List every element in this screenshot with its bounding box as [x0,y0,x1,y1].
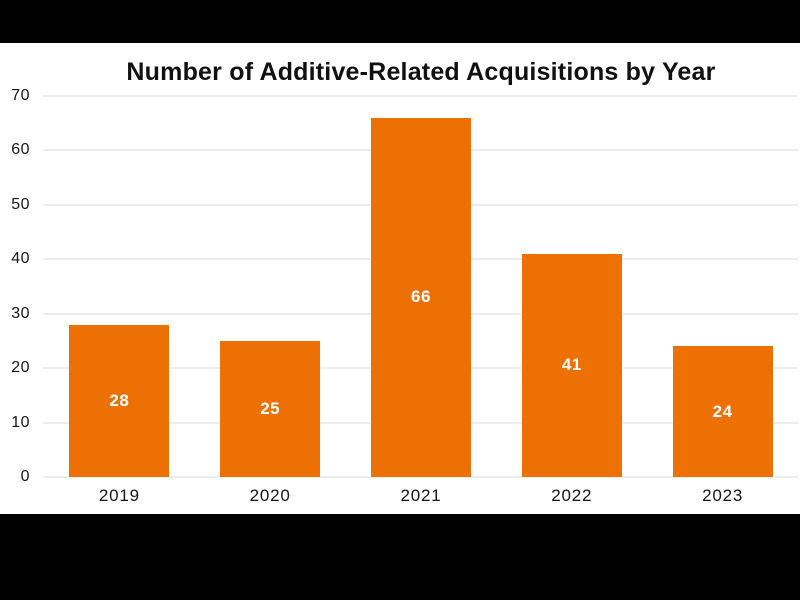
bar-value-label-2019: 28 [109,390,130,410]
y-tick-label-30: 30 [11,304,30,322]
x-tick-label-2021: 2021 [400,486,442,505]
bar-value-label-2020: 25 [260,398,281,418]
chart-title: Number of Additive-Related Acquisitions … [126,58,716,86]
bar-2021: 66 [371,117,471,477]
x-tick-label-2022: 2022 [551,486,593,505]
y-tick-label-50: 50 [11,195,30,213]
y-tick-label-20: 20 [11,359,30,377]
gridline-y-0 [43,476,798,478]
bar-2019: 28 [69,324,170,477]
y-tick-label-10: 10 [11,413,30,431]
bar-value-label-2023: 24 [712,401,733,421]
x-tick-label-2023: 2023 [702,486,744,505]
y-tick-label-0: 0 [20,468,30,485]
x-tick-label-2019: 2019 [98,486,140,505]
bar-2020: 25 [220,340,321,477]
y-tick-label-40: 40 [11,250,30,268]
letterbox-top [0,0,800,43]
bar-value-label-2021: 66 [411,287,431,307]
chart-canvas: Number of Additive-Related Acquisitions … [0,43,800,514]
y-tick-label-60: 60 [11,141,30,159]
letterbox-bottom [0,514,800,600]
gridline-y-70 [43,95,798,97]
plot-area: 0 10 20 30 40 50 60 70 28 2019 25 2020 66 2021 41 2022 2… [11,87,798,505]
bar-value-label-2022: 41 [561,355,582,375]
bar-2023: 24 [672,346,773,477]
bar-2022: 41 [521,253,622,477]
y-tick-label-70: 70 [11,87,30,104]
x-tick-label-2020: 2020 [249,486,291,505]
